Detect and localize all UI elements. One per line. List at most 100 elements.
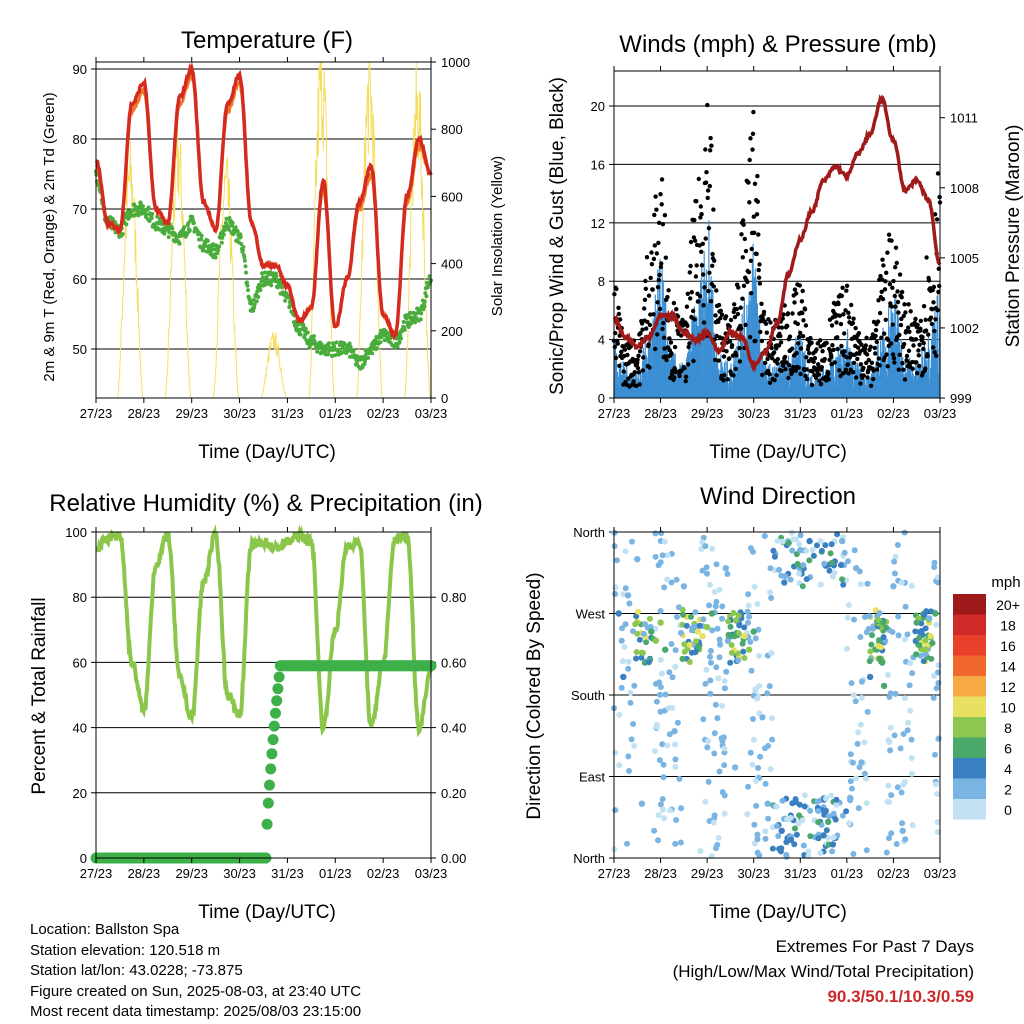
humidity-xtick-label: 31/23 [271, 866, 304, 881]
series-gust-point [708, 148, 713, 153]
series-gust-point [804, 367, 809, 372]
series-gust-point [842, 331, 847, 336]
series-gust-point [655, 332, 660, 337]
series-gust-point [885, 364, 890, 369]
direction-point [904, 727, 911, 734]
series-gust-point [918, 326, 923, 331]
series-gust-point [636, 353, 641, 358]
series-gust-point [737, 359, 743, 364]
series-2m-td-point [254, 299, 259, 304]
direction-point [672, 647, 679, 654]
series-gust-point [832, 360, 838, 365]
direction-point [933, 621, 940, 628]
direction-point [668, 579, 675, 586]
direction-point [703, 623, 711, 631]
series-2m-td-point [378, 340, 383, 345]
series-gust-point [916, 353, 921, 358]
series-gust-point [875, 319, 881, 324]
direction-point [859, 678, 865, 685]
series-gust-point [706, 288, 711, 294]
series-gust-point [851, 316, 856, 321]
series-gust-point [781, 312, 786, 317]
series-2m-td-point [366, 355, 371, 360]
series-2m-td-point [213, 255, 218, 260]
series-gust-point [830, 343, 835, 348]
series-gust-point [755, 173, 760, 179]
legend-swatch [953, 676, 986, 697]
direction-point [931, 559, 938, 566]
series-gust-point [782, 354, 788, 360]
series-gust-point [756, 275, 762, 280]
legend-swatch [953, 594, 986, 615]
direction-point [815, 808, 822, 814]
series-gust-point [732, 302, 737, 307]
temperature-xtick-label: 02/23 [367, 406, 400, 421]
series-2m-td-point [249, 301, 254, 306]
series-gust-point [872, 345, 877, 351]
direction-point [908, 736, 915, 743]
series-gust-point [677, 373, 682, 379]
series-gust-point [829, 323, 835, 328]
direction-point [809, 547, 816, 553]
direction-point [829, 573, 836, 580]
series-gust-point [743, 322, 748, 328]
direction-point [745, 602, 752, 609]
direction-point [861, 739, 868, 746]
series-2m-td-point [413, 320, 417, 325]
series-gust-point [756, 267, 761, 273]
direction-point [688, 613, 694, 620]
series-gust-point [796, 334, 802, 340]
series-gust-point [885, 250, 890, 255]
direction-point [783, 853, 790, 860]
legend-swatch [953, 717, 986, 738]
direction-point [932, 610, 939, 617]
series-precip-point [272, 683, 284, 695]
direction-point [664, 552, 671, 559]
temperature-ytick-label: 80 [73, 132, 87, 147]
direction-point [645, 659, 652, 666]
series-gust-point [933, 317, 938, 322]
series-gust-point [822, 356, 827, 362]
direction-ytick-label: East [579, 770, 605, 785]
direction-point [913, 651, 920, 658]
direction-point [717, 641, 724, 648]
series-gust-point [899, 295, 904, 300]
direction-point [659, 806, 666, 813]
series-2m-td-point [124, 222, 129, 227]
series-gust-point [899, 316, 904, 322]
series-gust-point [901, 313, 906, 319]
series-gust-point [897, 352, 902, 357]
direction-point [669, 674, 676, 681]
series-gust-point [634, 383, 639, 388]
direction-point [922, 646, 930, 653]
direction-point [678, 805, 685, 812]
direction-point [749, 761, 756, 768]
series-gust-point [874, 339, 879, 345]
direction-point [854, 740, 861, 747]
series-gust-point [923, 366, 928, 371]
humidity-ytick-label: 80 [73, 590, 87, 605]
direction-point [822, 542, 829, 549]
direction-point [878, 644, 884, 651]
direction-point [744, 608, 751, 615]
direction-point [922, 625, 929, 632]
direction-point [752, 635, 759, 642]
direction-ytick-label: North [573, 525, 605, 540]
direction-point [864, 708, 871, 715]
series-gust-point [650, 287, 655, 292]
direction-point [755, 626, 762, 633]
direction-point [927, 632, 934, 640]
series-2m-td-point [166, 235, 171, 240]
series-gust-point [692, 317, 697, 322]
direction-point [934, 669, 941, 676]
series-gust-point [635, 365, 641, 371]
series-gust-point [752, 181, 758, 186]
series-gust-point [747, 200, 752, 205]
series-2m-td-point [258, 288, 263, 293]
series-2m-td-point [332, 343, 337, 348]
direction-point [791, 841, 798, 848]
temperature-ytick-label: 50 [73, 342, 87, 357]
series-gust-point [752, 230, 757, 235]
direction-point [638, 654, 645, 661]
series-gust-point [753, 338, 758, 344]
